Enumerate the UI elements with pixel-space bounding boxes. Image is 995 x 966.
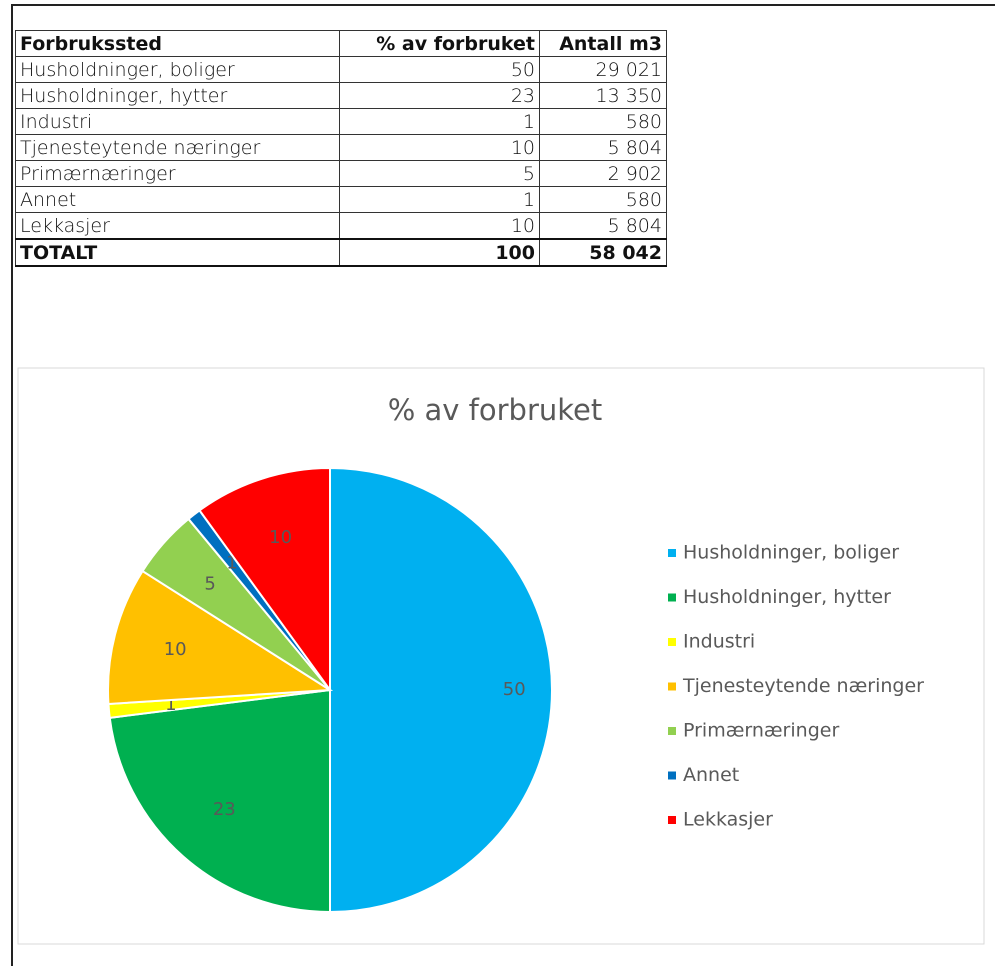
table-row: Tjenesteytende næringer 10 5 804 bbox=[15, 134, 667, 161]
table-cell: Forbrukssted bbox=[15, 30, 340, 57]
legend-swatch bbox=[668, 816, 676, 824]
legend-swatch bbox=[668, 638, 676, 646]
pie-slice bbox=[108, 688, 331, 914]
legend-swatch bbox=[668, 682, 676, 691]
table-cell: 50 bbox=[339, 56, 540, 83]
table-cell: 100 bbox=[339, 238, 540, 267]
data-label: 1 bbox=[226, 553, 237, 574]
table-row: Primærnæringer 5 2 902 bbox=[15, 160, 667, 187]
table-row: Husholdninger, boliger 50 29 021 bbox=[15, 56, 667, 83]
data-table: Forbrukssted% av forbruket Antall m3 Husho… bbox=[15, 30, 667, 267]
table-cell: 1 bbox=[339, 108, 540, 135]
pie-slice bbox=[198, 466, 331, 694]
table-cell: 5 804 bbox=[539, 212, 667, 240]
table-cell: Tjenesteytende næringer bbox=[15, 134, 340, 161]
table-cell: Annet bbox=[15, 186, 340, 213]
table-row: Husholdninger, hytter 23 13 350 bbox=[15, 82, 667, 109]
table-cell: 58 042 bbox=[539, 238, 667, 267]
legend-label: Lekkasjer bbox=[683, 809, 773, 831]
legend-label: Annet bbox=[683, 764, 739, 786]
table-cell: 2 902 bbox=[539, 160, 667, 187]
table-cell: 10 bbox=[339, 134, 540, 161]
legend-label: Tjenesteytende næringer bbox=[682, 675, 924, 697]
table-cell: 580 bbox=[539, 186, 667, 213]
table-cell: 29 021 bbox=[539, 56, 667, 83]
data-label: 10 bbox=[269, 527, 292, 548]
table-cell: % av forbruket bbox=[339, 30, 540, 57]
table-cell: Industri bbox=[15, 108, 340, 135]
legend-swatch bbox=[668, 727, 676, 735]
legend-label: Husholdninger, boliger bbox=[683, 542, 899, 564]
table-cell: 1 bbox=[339, 186, 540, 213]
chart-area bbox=[17, 367, 985, 945]
table-cell: Primærnæringer bbox=[15, 160, 340, 187]
data-label: 5 bbox=[204, 573, 215, 594]
data-label: 23 bbox=[213, 799, 236, 820]
chart-title: % av forbruket bbox=[388, 393, 602, 427]
table-cell: 23 bbox=[339, 82, 540, 109]
data-label: 50 bbox=[503, 679, 526, 700]
table-cell: TOTALT bbox=[15, 238, 340, 267]
data-label: 10 bbox=[164, 639, 187, 660]
table-cell: Lekkasjer bbox=[15, 212, 340, 240]
legend-swatch bbox=[668, 771, 676, 780]
legend-label: Primærnæringer bbox=[683, 720, 839, 742]
legend-swatch bbox=[668, 593, 676, 602]
table-row: TOTALT 100 58 042 bbox=[15, 238, 667, 267]
table-cell: Husholdninger, hytter bbox=[15, 82, 340, 109]
pie-slice bbox=[107, 569, 334, 706]
legend-label: Industri bbox=[683, 631, 755, 653]
data-label: 1 bbox=[165, 694, 176, 715]
table-cell: 580 bbox=[539, 108, 667, 135]
table-cell: Husholdninger, boliger bbox=[15, 56, 340, 83]
legend-swatch bbox=[668, 549, 676, 557]
table-row: Industri 1 580 bbox=[15, 108, 667, 135]
table-cell: 5 804 bbox=[539, 134, 667, 161]
table-cell: 10 bbox=[339, 212, 540, 240]
table-row: Lekkasjer 10 5 804 bbox=[15, 212, 667, 240]
sheet-frame bbox=[11, 4, 995, 966]
table-body: Forbrukssted% av forbruket Antall m3 Husho… bbox=[15, 30, 667, 267]
table-row: Annet 1 580 bbox=[15, 186, 667, 213]
pie-slice bbox=[329, 466, 553, 914]
legend-label: Husholdninger, hytter bbox=[683, 586, 891, 608]
